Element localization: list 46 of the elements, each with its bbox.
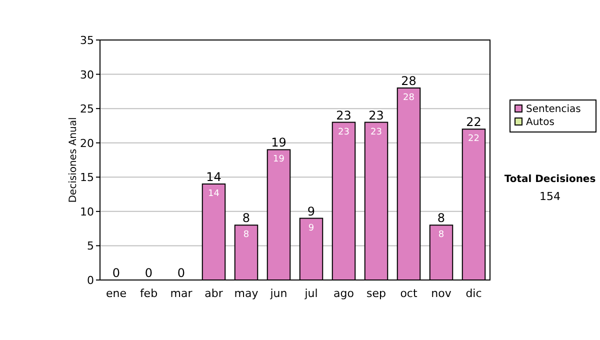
x-tick-label: may (234, 287, 259, 300)
data-label: 23 (370, 127, 382, 138)
data-label: 8 (438, 230, 444, 240)
y-tick-label: 30 (80, 68, 94, 82)
x-tick-label: ene (106, 287, 127, 300)
x-tick-label: mar (170, 287, 193, 300)
data-label: 19 (273, 154, 285, 165)
x-tick-label: nov (431, 287, 452, 300)
y-tick-label: 35 (80, 34, 94, 47)
total-label: 8 (437, 211, 446, 226)
total-label: 8 (242, 211, 250, 226)
x-tick-label: feb (140, 287, 158, 300)
total-label: 0 (112, 266, 120, 280)
legend-label: Sentencias (526, 104, 581, 115)
y-tick-label: 25 (80, 102, 94, 116)
total-label: 19 (271, 136, 286, 150)
data-label: 22 (468, 134, 480, 144)
total-label: 14 (206, 170, 222, 184)
data-label: 8 (243, 230, 250, 240)
total-label: 28 (401, 74, 416, 88)
total-label: 23 (368, 108, 384, 122)
data-label: 23 (338, 127, 350, 138)
y-tick-label: 20 (80, 136, 94, 150)
text: Total Decisiones (504, 174, 596, 185)
total-label: 0 (144, 266, 153, 280)
x-tick-label: oct (400, 287, 418, 300)
x-tick-label: ago (334, 287, 354, 300)
y-tick-label: 5 (87, 240, 94, 253)
x-tick-label: abr (204, 287, 224, 300)
y-tick-label: 15 (80, 171, 94, 184)
total-label: 9 (307, 204, 316, 218)
x-tick-label: dic (466, 287, 482, 300)
total-label: 0 (177, 266, 186, 280)
legend-label: Autos (526, 117, 554, 128)
total-label: 22 (466, 115, 482, 130)
text: 154 (540, 190, 560, 203)
y-tick-label: 0 (87, 274, 94, 287)
data-label: 28 (403, 93, 415, 103)
data-label: 9 (308, 223, 314, 234)
data-label: 14 (208, 189, 220, 199)
x-tick-label: sep (366, 287, 386, 300)
x-tick-label: jun (269, 287, 288, 300)
y-tick-label: 10 (80, 205, 94, 218)
y-axis-title: Decisiones Anual (68, 117, 79, 203)
x-tick-label: jul (304, 287, 318, 300)
total-label: 23 (336, 108, 352, 122)
